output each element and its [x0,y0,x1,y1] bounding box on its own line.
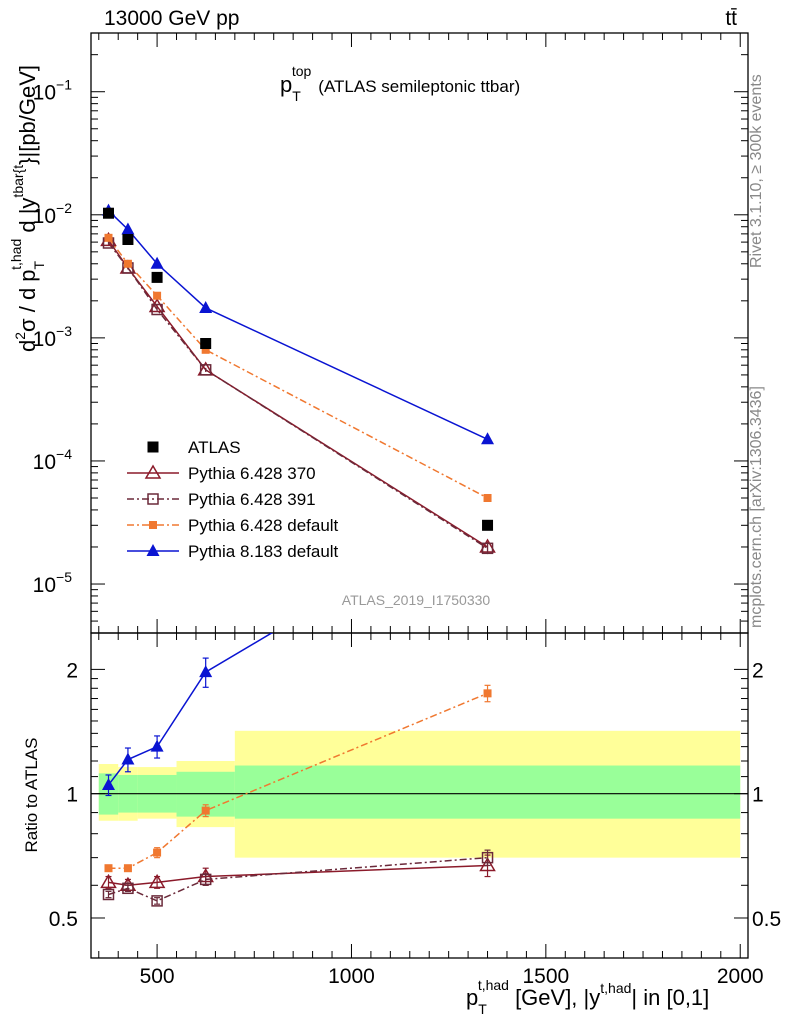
ratio-point [479,857,496,872]
series-line [107,242,488,549]
series-line [107,210,488,440]
ratio-point [100,873,117,889]
data-point [200,338,212,350]
data-point [481,432,495,445]
main-y-tick-label: 10−2 [33,200,73,228]
ratio-line [108,864,488,887]
legend-label: Pythia 8.183 default [188,542,339,561]
main-y-ticks [91,54,748,634]
legend-marker [144,464,162,479]
mcplots-label: mcplots.cern.ch [arXiv:1306.3436] [748,386,765,628]
ratio-point [121,752,135,765]
analysis-watermark: ATLAS_2019_I1750330 [342,592,491,608]
data-point [102,207,114,219]
data-point [153,291,162,300]
data-point [123,259,132,268]
ratio-point [153,848,162,857]
data-point [201,345,210,354]
main-series [100,203,496,555]
ratio-point [199,873,212,886]
legend-label: ATLAS [188,438,241,457]
series-line [107,237,488,499]
x-tick-label: 500 [140,965,175,988]
data-point [483,493,492,502]
data-point [122,233,134,245]
legend-marker [147,441,159,453]
legend-marker [147,493,159,505]
ratio-line [108,856,488,902]
process-label: tt̄ [725,7,737,30]
x-tick-label: 1500 [522,965,569,988]
ratio-point [122,882,134,895]
ratio-point [151,895,163,907]
data-point [481,542,494,555]
data-point [104,233,113,242]
data-point [199,364,212,376]
legend: ATLAS Pythia 6.428 370 Pythia 6.428 391 Pyt… [127,438,339,561]
ratio-y-tick-label-right: 2 [752,659,764,682]
ratio-point [123,864,132,873]
ratio-point [199,665,213,678]
ratio-y-tick-label: 1 [66,784,78,807]
ratio-y-tick-label: 2 [66,659,78,682]
data-point [151,271,163,283]
legend-label: Pythia 6.428 391 [188,490,316,509]
data-point [199,300,213,313]
main-y-tick-label: 10−1 [33,77,73,105]
rivet-label: Rivet 3.1.10, ≥ 300k events [748,74,765,268]
chart-title: pTtop(ATLAS semileptonic ttbar) [280,63,520,104]
main-y-tick-label: 10−4 [33,446,73,474]
x-tick-label: 2000 [717,965,764,988]
ratio-point [101,777,115,790]
ratio-frame [90,632,749,959]
ratio-y-axis-label: Ratio to ATLAS [22,738,41,853]
ratio-band-inner [234,765,741,819]
ratio-point [148,873,166,889]
main-y-tick-label: 10−3 [33,323,73,351]
ratio-point [201,806,210,815]
ratio-y-ticks [91,668,748,959]
data-point [151,303,163,316]
x-ticks [98,33,741,958]
legend-marker [149,521,157,529]
ratio-point [483,689,492,698]
data-point [482,519,494,531]
energy-label: 13000 GeV pp [104,7,240,30]
main-y-tick-label: 10−5 [33,569,73,597]
data-point [150,256,164,269]
ratio-y-tick-label-right: 1 [752,784,764,807]
data-point [121,222,135,235]
main-y-axis-label: d2σ / d pTt,had d |ytbar{t}|[pb/GeV] [8,65,47,352]
data-point [148,297,166,313]
ratio-point [150,739,164,752]
x-axis-label: pTt,had [GeV], |yt,had| in [0,1] [466,977,709,1017]
ratio-point [481,851,494,864]
ratio-y-tick-label-right: 0.5 [752,908,781,931]
x-tick-label: 1000 [328,965,375,988]
ratio-point [104,864,113,873]
ratio-y-tick-label: 0.5 [49,908,78,931]
legend-label: Pythia 6.428 default [188,516,339,535]
ratio-point [102,888,115,901]
ratio-series [100,633,496,907]
legend-label: Pythia 6.428 370 [188,464,316,483]
legend-marker [146,544,160,556]
